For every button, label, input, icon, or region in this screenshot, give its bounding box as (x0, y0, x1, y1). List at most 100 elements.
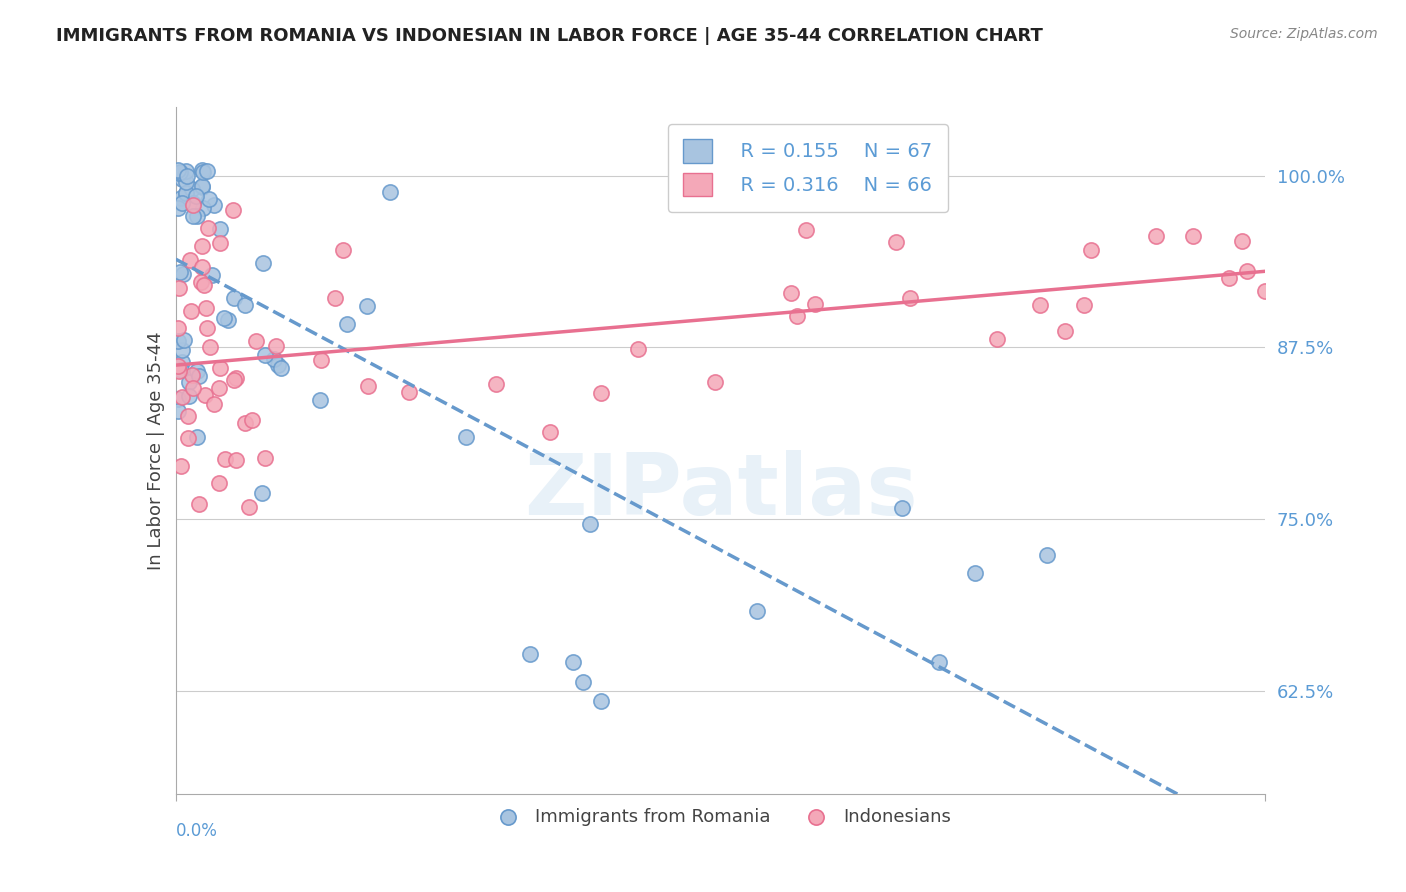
Point (266, 358, 288, 372)
Point (222, 373, 245, 387)
Point (173, 333, 195, 347)
Point (222, 202, 245, 217)
Point (179, 252, 201, 267)
Point (208, 360, 231, 375)
Point (308, 392, 330, 407)
Point (169, 265, 191, 279)
Point (1230, 234, 1253, 248)
Point (485, 376, 508, 391)
Point (225, 452, 247, 467)
Point (208, 381, 231, 395)
Point (169, 165, 191, 179)
Point (195, 301, 218, 315)
Point (197, 220, 219, 235)
Point (356, 299, 378, 313)
Point (166, 163, 188, 178)
Point (398, 384, 420, 399)
Point (214, 452, 236, 467)
Point (578, 517, 600, 532)
Point (240, 413, 263, 427)
Point (183, 196, 205, 211)
Point (172, 267, 194, 281)
Y-axis label: In Labor Force | Age 35-44: In Labor Force | Age 35-44 (146, 331, 165, 570)
Point (200, 340, 222, 354)
Point (884, 235, 907, 249)
Point (357, 378, 380, 392)
Point (181, 368, 204, 383)
Point (174, 186, 197, 200)
Point (745, 604, 768, 618)
Point (186, 430, 208, 444)
Point (180, 304, 202, 318)
Point (263, 351, 285, 366)
Point (1073, 298, 1095, 312)
Point (184, 189, 207, 203)
Point (170, 195, 193, 210)
Point (804, 297, 827, 311)
Point (193, 277, 215, 292)
Point (191, 165, 214, 179)
Point (627, 343, 650, 357)
Point (170, 171, 193, 186)
Text: ZIPatlas: ZIPatlas (523, 450, 918, 533)
Point (193, 201, 215, 215)
Point (202, 198, 225, 212)
Text: Source: ZipAtlas.com: Source: ZipAtlas.com (1230, 27, 1378, 41)
Point (264, 339, 287, 353)
Point (195, 163, 218, 178)
Point (191, 179, 214, 194)
Point (191, 163, 214, 178)
Point (252, 256, 274, 270)
Point (191, 239, 214, 253)
Point (1236, 264, 1258, 278)
Point (1146, 229, 1168, 244)
Point (332, 243, 354, 257)
Point (170, 363, 193, 377)
Point (245, 334, 267, 349)
Point (179, 375, 201, 389)
Point (562, 655, 585, 669)
Point (181, 182, 204, 196)
Point (181, 381, 204, 395)
Point (704, 376, 727, 390)
Point (176, 169, 198, 183)
Point (224, 291, 246, 305)
Point (311, 352, 333, 367)
Point (176, 164, 198, 178)
Point (166, 404, 188, 418)
Point (963, 566, 986, 580)
Point (170, 191, 193, 205)
Point (1254, 285, 1277, 299)
Point (177, 431, 200, 445)
Point (181, 209, 204, 223)
Point (589, 694, 612, 708)
Point (217, 313, 239, 327)
Point (454, 430, 477, 444)
Point (336, 318, 359, 332)
Point (538, 425, 561, 439)
Point (233, 416, 256, 430)
Point (1029, 298, 1052, 312)
Point (169, 363, 191, 377)
Point (898, 291, 921, 305)
Point (166, 202, 188, 216)
Point (183, 197, 205, 211)
Point (166, 359, 188, 374)
Point (174, 186, 197, 201)
Point (928, 655, 950, 669)
Point (786, 310, 808, 324)
Point (1080, 243, 1102, 257)
Point (166, 334, 188, 348)
Point (212, 311, 235, 326)
Point (208, 475, 231, 490)
Point (238, 500, 260, 514)
Point (794, 223, 817, 237)
Point (172, 391, 194, 405)
Point (174, 175, 197, 189)
Point (572, 674, 595, 689)
Point (190, 275, 212, 289)
Text: 0.0%: 0.0% (176, 822, 218, 839)
Point (253, 450, 276, 465)
Point (378, 186, 401, 200)
Point (177, 389, 200, 403)
